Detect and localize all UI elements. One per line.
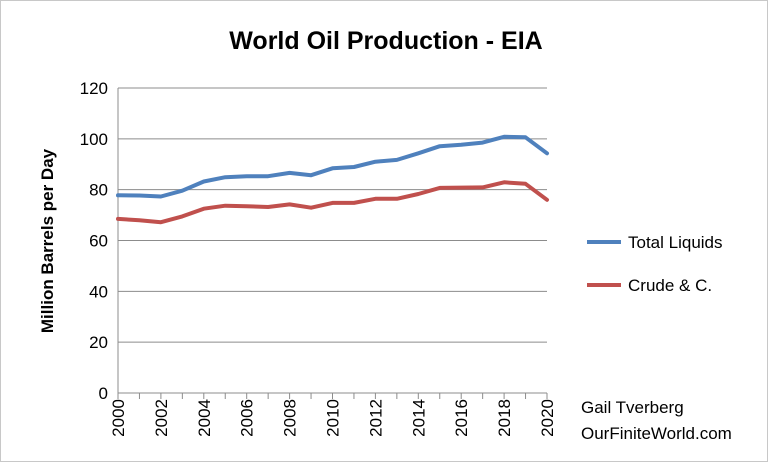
y-tick-label: 60: [89, 232, 108, 251]
x-tick-label: 2008: [281, 399, 300, 437]
y-tick-label: 120: [80, 79, 108, 98]
credit-site: OurFiniteWorld.com: [581, 424, 732, 443]
y-tick-label: 40: [89, 282, 108, 301]
x-tick-label: 2012: [366, 399, 385, 437]
legend-label-0: Total Liquids: [628, 233, 723, 252]
series-lines: [116, 134, 549, 225]
x-tick-label: 2004: [195, 399, 214, 437]
y-tick-label: 0: [99, 384, 108, 403]
x-tick-label: 2000: [109, 399, 128, 437]
y-axis-title: Million Barrels per Day: [38, 148, 57, 333]
x-tick-labels: 2000 2002 2004 2006 2008 2010 2012 2014 2016 2018…: [109, 399, 557, 437]
chart-title: World Oil Production - EIA: [229, 27, 542, 55]
legend-label-1: Crude & C.: [628, 276, 712, 295]
x-tick-label: 2020: [538, 399, 557, 437]
y-tick-label: 20: [89, 333, 108, 352]
y-tick-label: 100: [80, 130, 108, 149]
x-tick-label: 2014: [409, 399, 428, 437]
x-tick-label: 2010: [324, 399, 343, 437]
x-tick-label: 2018: [495, 399, 514, 437]
series-line-0: [116, 134, 549, 199]
x-tick-label: 2016: [452, 399, 471, 437]
axes: [117, 88, 548, 399]
credit-author: Gail Tverberg: [581, 398, 684, 417]
series-line-1: [116, 180, 549, 225]
x-tick-label: 2006: [238, 399, 257, 437]
legend: Total Liquids Crude & C.: [587, 233, 723, 295]
y-tick-label: 80: [89, 181, 108, 200]
x-tick-label: 2002: [152, 399, 171, 437]
y-tick-labels: 0 20 40 60 80 100 120: [80, 79, 108, 403]
